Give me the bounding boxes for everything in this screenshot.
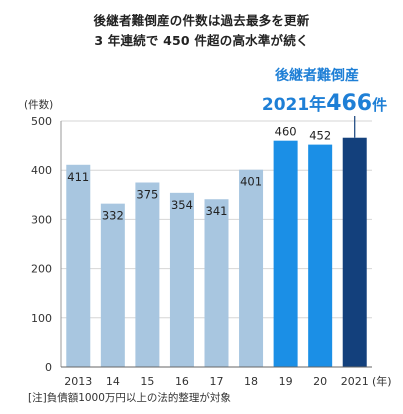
chart-title-line1: 後継者難倒産の件数は過去最多を更新 — [93, 13, 310, 28]
bar-value-label: 452 — [309, 129, 331, 143]
x-tick-label: 17 — [210, 375, 224, 388]
y-axis-label: (件数) — [24, 98, 53, 111]
y-tick-label: 0 — [45, 361, 52, 374]
x-tick-label: 16 — [175, 375, 189, 388]
callout-label: 後継者難倒産 — [275, 68, 359, 84]
bar-value-label: 401 — [240, 175, 262, 189]
bar — [273, 140, 298, 367]
x-axis-unit: (年) — [372, 374, 392, 388]
x-tick-label: 19 — [279, 375, 293, 388]
bar — [342, 137, 367, 367]
x-tick-label: 18 — [244, 375, 258, 388]
callout-year: 2021年 — [261, 95, 327, 115]
bar — [66, 164, 91, 367]
bar-value-label: 332 — [102, 209, 124, 223]
bar — [308, 144, 333, 367]
footnote: [注]負債額1000万円以上の法的整理が対象 — [28, 392, 231, 404]
bar-value-label: 341 — [206, 204, 228, 218]
bar-value-label: 460 — [275, 125, 297, 139]
y-tick-label: 400 — [31, 164, 52, 177]
bar-value-label: 411 — [67, 170, 89, 184]
callout-value: 2021年466件 — [257, 90, 392, 116]
chart-title-line2: 3 年連続で 450 件超の高水準が続く — [94, 33, 309, 48]
bar-value-label: 354 — [171, 198, 193, 212]
x-tick-label: 2013 — [64, 375, 92, 388]
bar — [100, 203, 125, 367]
y-tick-label: 100 — [31, 312, 52, 325]
bar — [204, 199, 229, 367]
x-tick-label: 2021 — [341, 375, 369, 388]
y-tick-label: 300 — [31, 213, 52, 226]
bar — [239, 169, 264, 367]
bar — [169, 192, 194, 367]
callout-unit: 件 — [372, 96, 388, 114]
x-tick-label: 14 — [106, 375, 120, 388]
y-tick-label: 200 — [31, 263, 52, 276]
x-tick-label: 15 — [140, 375, 154, 388]
bar-value-label: 375 — [136, 188, 158, 202]
y-tick-label: 500 — [31, 115, 52, 128]
callout-number: 466 — [326, 91, 373, 116]
bar — [135, 182, 160, 367]
x-tick-label: 20 — [313, 375, 327, 388]
